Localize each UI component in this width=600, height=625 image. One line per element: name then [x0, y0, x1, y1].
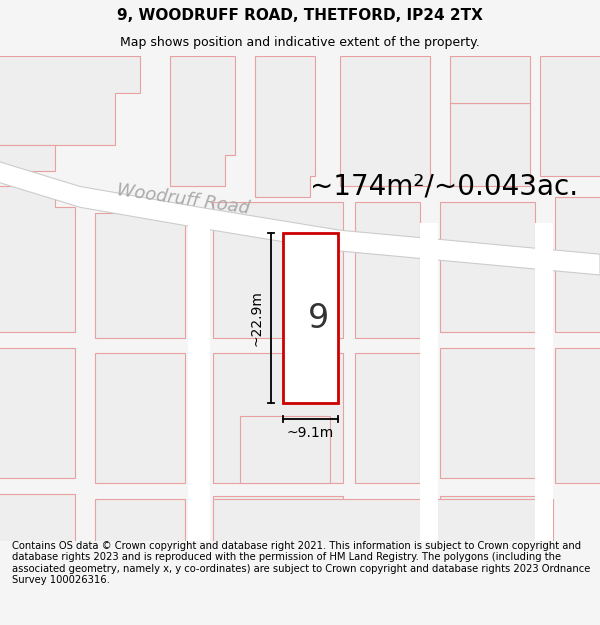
Bar — [440, 348, 535, 478]
Bar — [240, 416, 330, 483]
Polygon shape — [0, 161, 600, 275]
Bar — [355, 202, 420, 338]
Polygon shape — [0, 145, 55, 171]
Bar — [95, 499, 185, 546]
Text: ~174m²/~0.043ac.: ~174m²/~0.043ac. — [310, 173, 578, 201]
Bar — [213, 499, 553, 546]
Text: 9: 9 — [308, 302, 329, 335]
Bar — [340, 56, 430, 186]
Polygon shape — [255, 56, 315, 197]
Polygon shape — [170, 56, 235, 186]
Bar — [95, 213, 185, 338]
Bar — [355, 353, 420, 483]
Polygon shape — [0, 186, 75, 332]
Text: Woodruff Road: Woodruff Road — [115, 181, 250, 218]
Polygon shape — [0, 56, 140, 145]
Bar — [213, 496, 343, 546]
Polygon shape — [0, 494, 75, 546]
Text: Map shows position and indicative extent of the property.: Map shows position and indicative extent… — [120, 36, 480, 49]
Text: ~22.9m: ~22.9m — [250, 290, 264, 346]
Bar — [213, 202, 343, 338]
Polygon shape — [283, 233, 338, 403]
Bar — [450, 56, 530, 103]
Bar — [555, 197, 600, 332]
Bar — [440, 202, 535, 332]
Text: ~9.1m: ~9.1m — [287, 426, 334, 441]
Bar — [188, 223, 210, 546]
Bar — [535, 223, 553, 546]
Text: Contains OS data © Crown copyright and database right 2021. This information is : Contains OS data © Crown copyright and d… — [12, 541, 590, 586]
Bar — [540, 56, 600, 176]
Bar — [440, 496, 535, 546]
Text: 9, WOODRUFF ROAD, THETFORD, IP24 2TX: 9, WOODRUFF ROAD, THETFORD, IP24 2TX — [117, 8, 483, 23]
Bar — [450, 103, 530, 186]
Bar — [420, 223, 438, 546]
Bar — [555, 348, 600, 483]
Polygon shape — [0, 348, 75, 478]
Bar — [213, 353, 343, 483]
Bar — [95, 353, 185, 483]
